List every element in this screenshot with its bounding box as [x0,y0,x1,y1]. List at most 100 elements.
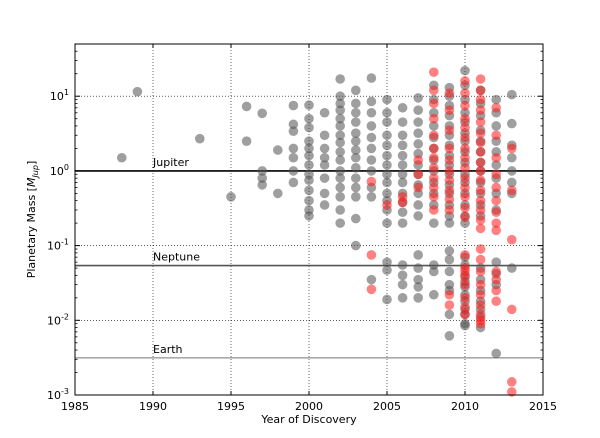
data-point [304,185,314,196]
data-point [397,117,408,127]
data-point [460,309,470,320]
data-point [444,331,455,341]
data-point [460,143,470,154]
data-point [475,128,486,138]
data-point [335,218,346,228]
data-point [413,182,424,193]
data-point [413,117,424,127]
data-point [397,279,408,290]
data-point [491,195,502,206]
data-point [257,180,268,190]
data-point [319,188,330,199]
data-point [335,137,346,148]
data-point [444,125,455,136]
data-point [491,130,502,141]
data-point [444,185,455,196]
data-point [382,200,392,210]
data-point [444,289,455,300]
data-point [460,192,470,202]
data-point [397,160,408,170]
data-point [288,100,299,111]
data-point [475,266,486,277]
data-point [507,152,517,163]
x-tick-label: 2010 [451,400,479,413]
data-point [382,177,392,188]
data-point [475,223,486,234]
data-point [413,128,424,138]
data-point [257,108,268,119]
data-point [304,211,314,221]
data-point [475,300,486,310]
data-point [475,254,486,265]
data-point [460,65,470,76]
data-point [444,166,455,176]
data-point [444,266,455,277]
data-point [257,173,268,183]
data-point [460,250,470,260]
data-point [382,188,392,199]
data-point [382,218,392,228]
data-point [397,197,408,208]
data-point [382,160,392,170]
data-point [335,173,346,183]
data-point [429,152,439,163]
data-point [351,152,361,163]
x-tick-label: 2015 [529,400,557,413]
data-point [460,203,470,213]
data-point [351,182,361,193]
data-point [351,117,361,127]
data-point [491,94,502,105]
data-point [460,76,470,86]
data-point [413,169,424,180]
data-point [444,309,455,320]
data-point [366,143,377,154]
data-point [397,150,408,161]
data-point [195,133,205,144]
data-point [413,155,424,165]
data-point [460,182,470,193]
data-point [335,121,346,131]
data-point [475,175,486,186]
data-point [397,218,408,228]
data-point [351,213,361,224]
data-point [429,113,439,124]
data-point [444,175,455,186]
data-point [460,163,470,173]
data-point [475,85,486,96]
data-point [475,147,486,157]
data-point [288,166,299,176]
data-point [444,254,455,265]
data-point [382,257,392,267]
data-point [507,304,517,315]
data-point [460,152,470,163]
data-point [288,177,299,188]
data-point [382,94,392,105]
data-point [288,143,299,154]
data-point [351,163,361,173]
data-point [366,155,377,165]
data-point [460,212,470,223]
data-point [366,166,377,176]
data-point [288,126,299,137]
data-point [351,192,361,202]
data-point [382,294,392,305]
data-point [507,89,517,100]
data-point [413,274,424,285]
data-point [444,300,455,310]
data-point [460,122,470,133]
data-point [319,107,330,118]
data-point [429,192,439,202]
data-point [429,67,439,77]
data-point [397,140,408,151]
data-point [382,130,392,141]
data-point [475,74,486,84]
y-tick-label: 101 [50,88,69,103]
data-point [351,136,361,146]
data-point [382,169,392,180]
data-point [319,200,330,210]
data-point [366,284,377,295]
data-point [507,377,517,387]
earth-label: Earth [153,343,183,356]
x-axis-label: Year of Discovery [260,413,357,426]
